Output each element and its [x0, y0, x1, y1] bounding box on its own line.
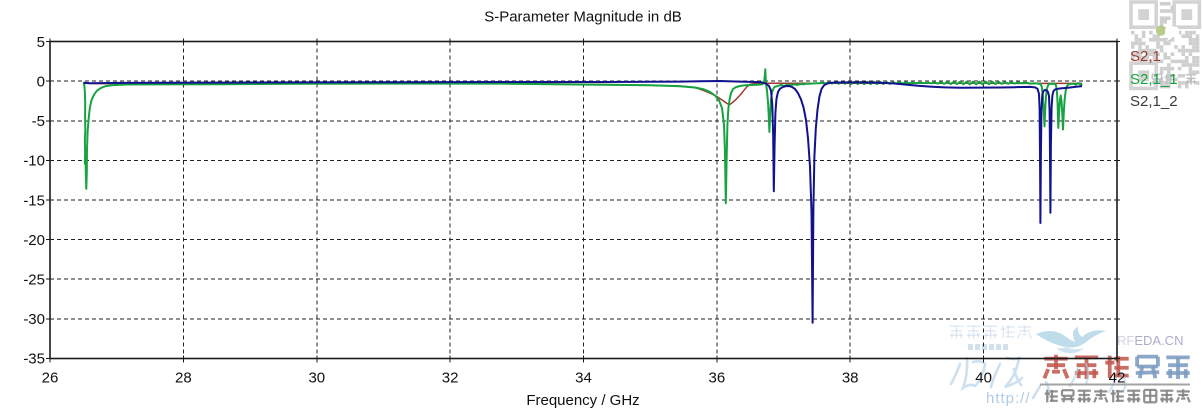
svg-text:-25: -25: [23, 272, 45, 289]
svg-text:30: 30: [308, 370, 325, 387]
svg-text:S2,1_2: S2,1_2: [1130, 93, 1178, 110]
svg-text:RFEDA.CN: RFEDA.CN: [1117, 333, 1183, 348]
svg-text:5: 5: [37, 34, 45, 51]
svg-text:Frequency / GHz: Frequency / GHz: [526, 392, 639, 409]
svg-text:-15: -15: [23, 192, 45, 209]
svg-text:-20: -20: [23, 232, 45, 249]
svg-text:0: 0: [37, 74, 45, 91]
svg-text:26: 26: [42, 370, 59, 387]
svg-text:S2,1_1: S2,1_1: [1130, 71, 1178, 88]
svg-text:40: 40: [975, 370, 992, 387]
svg-text:S-Parameter Magnitude in dB: S-Parameter Magnitude in dB: [484, 9, 682, 26]
svg-text:S2,1: S2,1: [1130, 48, 1161, 65]
svg-text:-10: -10: [23, 153, 45, 170]
svg-text:28: 28: [175, 370, 192, 387]
svg-text:36: 36: [709, 370, 726, 387]
svg-text:38: 38: [842, 370, 859, 387]
svg-text:34: 34: [575, 370, 592, 387]
svg-text:42: 42: [1109, 370, 1126, 387]
svg-text:-35: -35: [23, 351, 45, 368]
svg-text:-30: -30: [23, 311, 45, 328]
svg-text:32: 32: [442, 370, 459, 387]
svg-text:http://: http://: [986, 390, 1031, 407]
svg-text:-5: -5: [32, 113, 45, 130]
